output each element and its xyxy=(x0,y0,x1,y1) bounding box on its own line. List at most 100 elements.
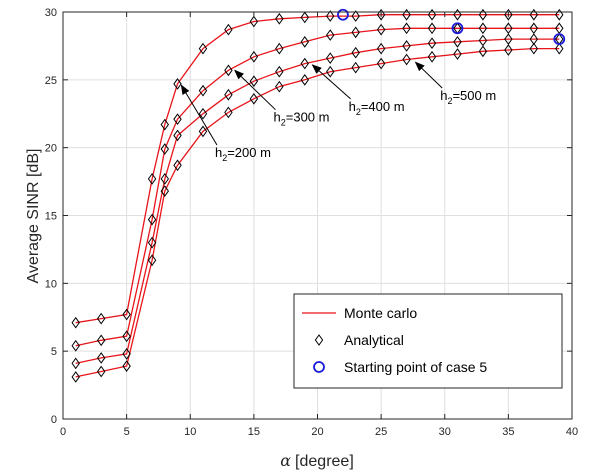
legend-box xyxy=(293,293,563,389)
analytical-point xyxy=(198,107,208,120)
x-axis-label: α [degree] xyxy=(280,451,354,470)
analytical-point xyxy=(478,22,488,35)
analytical-point xyxy=(122,330,131,343)
x-tick-label: 5 xyxy=(124,426,130,438)
analytical-point xyxy=(402,8,411,21)
analytical-point xyxy=(504,8,513,21)
legend-diamond-swatch xyxy=(314,334,324,346)
analytical-point xyxy=(326,29,335,41)
analytical-point xyxy=(555,8,564,21)
analytical-point xyxy=(249,75,259,88)
x-axis-symbol: α xyxy=(280,451,291,470)
x-tick-label: 0 xyxy=(60,426,66,438)
analytical-point xyxy=(402,22,411,35)
x-tick-label: 35 xyxy=(502,426,514,438)
analytical-point xyxy=(351,61,360,74)
analytical-point xyxy=(376,57,386,70)
monte-carlo-line xyxy=(75,14,560,324)
y-tick-label: 30 xyxy=(45,7,57,19)
analytical-point xyxy=(376,23,386,36)
analytical-point xyxy=(351,26,360,39)
analytical-point xyxy=(122,308,131,321)
analytical-point xyxy=(173,159,182,172)
x-tick-label: 40 xyxy=(566,426,578,438)
y-tick-label: 0 xyxy=(51,414,57,426)
analytical-point xyxy=(71,357,80,370)
y-tick-label: 20 xyxy=(45,143,57,155)
monte-carlo-line xyxy=(75,27,560,347)
analytical-point xyxy=(300,57,309,70)
annotations: h2=200 mh2=300 m h2=400 m h2=500 m xyxy=(180,61,496,163)
legend-label: Analytical xyxy=(344,332,404,348)
analytical-point xyxy=(249,15,259,28)
y-axis-label: Average SINR [dB] xyxy=(25,149,42,284)
analytical-point xyxy=(326,52,335,64)
annotation-arrow xyxy=(414,61,443,89)
analytical-point xyxy=(529,42,539,55)
analytical-point xyxy=(71,339,80,352)
analytical-point xyxy=(160,185,170,197)
analytical-point xyxy=(173,78,182,90)
legend-label: Starting point of case 5 xyxy=(344,359,487,375)
y-tick-label: 5 xyxy=(51,346,57,358)
analytical-point xyxy=(453,35,462,48)
tick-marks xyxy=(62,11,573,420)
analytical-point xyxy=(173,113,182,126)
monte-carlo-line xyxy=(75,38,560,365)
analytical-point xyxy=(427,37,437,50)
analytical-point xyxy=(160,173,170,185)
analytical-point xyxy=(376,8,386,21)
analytical-point xyxy=(96,312,106,325)
starting-point xyxy=(337,8,349,21)
analytical-point xyxy=(96,334,106,347)
legend-circle-swatch xyxy=(313,361,325,373)
analytical-point xyxy=(224,88,233,101)
legend-label: Monte carlo xyxy=(344,305,417,321)
annotation-arrow xyxy=(311,64,351,100)
analytical-point xyxy=(198,42,208,55)
y-tick-label: 25 xyxy=(45,75,57,87)
analytical-point xyxy=(147,236,157,249)
analytical-point xyxy=(427,8,437,21)
series-layer xyxy=(75,14,560,378)
analytical-point xyxy=(504,44,513,56)
analytical-point xyxy=(427,50,437,63)
annotation-label: h2=500 m xyxy=(440,88,496,106)
analytical-point xyxy=(453,48,462,60)
x-tick-label: 25 xyxy=(375,426,387,438)
analytical-point xyxy=(224,23,233,36)
analytical-point xyxy=(351,10,360,22)
annotation-label: h2=200 m xyxy=(215,145,271,163)
analytical-point xyxy=(326,65,335,78)
analytical-point xyxy=(300,35,309,48)
x-tick-label: 30 xyxy=(439,426,451,438)
analytical-point xyxy=(478,45,488,58)
analytical-point xyxy=(275,80,284,93)
analytical-point xyxy=(275,42,284,55)
analytical-point xyxy=(427,22,437,35)
analytical-point xyxy=(147,173,157,185)
analytical-point xyxy=(71,371,80,383)
analytical-point xyxy=(198,84,208,97)
analytical-point xyxy=(555,42,564,55)
analytical-point xyxy=(402,40,411,52)
starting-point xyxy=(553,33,566,46)
analytical-point xyxy=(275,65,284,78)
analytical-point xyxy=(300,11,309,24)
analytical-point xyxy=(376,42,386,55)
annotation-label: h2=400 m xyxy=(349,99,405,117)
annotation-arrow xyxy=(234,69,276,111)
analytical-point xyxy=(478,8,488,21)
analytical-point xyxy=(326,10,335,22)
analytical-point xyxy=(71,316,80,329)
legend: Monte carlo Analytical Starting point of c… xyxy=(293,293,563,389)
monte-carlo-line xyxy=(75,47,560,378)
markers-layer xyxy=(71,8,566,383)
analytical-point xyxy=(173,129,182,142)
analytical-point xyxy=(300,73,309,86)
x-tick-label: 10 xyxy=(184,426,196,438)
analytical-point xyxy=(249,92,259,105)
x-tick-label: 15 xyxy=(248,426,260,438)
starting-point xyxy=(451,22,464,35)
analytical-point xyxy=(122,348,131,360)
